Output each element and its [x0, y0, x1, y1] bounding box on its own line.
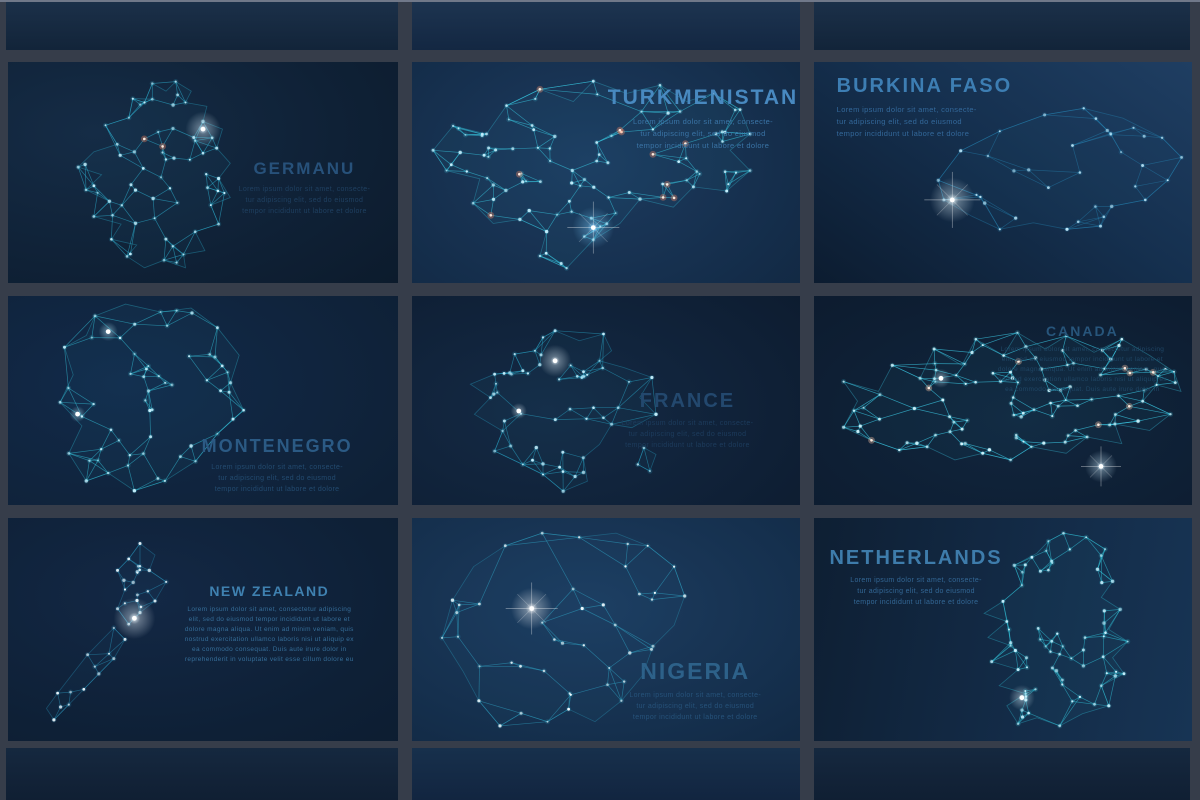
card-text-block: NETHERLANDS Lorem ipsum dolor sit amet, … [829, 547, 1003, 609]
country-title: NETHERLANDS [829, 546, 1003, 569]
card-text-block: MONTENEGRO Lorem ipsum dolor sit amet, c… [172, 436, 383, 496]
country-description: Lorem ipsum dolor sit amet, consecte- tu… [621, 420, 754, 449]
netherlands-network-map-graphic [983, 530, 1131, 729]
cropped-row-above [6, 2, 1194, 50]
cropped-card [6, 2, 398, 50]
card-text-block: NIGERIA Lorem ipsum dolor sit amet, cons… [602, 658, 788, 724]
country-description: Lorem ipsum dolor sit amet, consectetur … [184, 605, 354, 663]
map-card-new-zealand[interactable]: NEW ZEALAND Lorem ipsum dolor sit amet, … [8, 518, 398, 741]
france-network-map-graphic [469, 328, 659, 494]
card-text-block: GERMANU Lorem ipsum dolor sit amet, cons… [195, 159, 398, 218]
map-card-turkmenistan[interactable]: TURKMENISTAN Lorem ipsum dolor sit amet,… [412, 62, 800, 283]
country-title: CANADA [1046, 323, 1119, 340]
country-title: GERMANU [253, 159, 356, 179]
country-title: BURKINA FASO [836, 75, 1013, 98]
canada-network-map-graphic [841, 330, 1182, 487]
card-text-block: TURKMENISTAN Lorem ipsum dolor sit amet,… [579, 86, 800, 151]
new-zealand-network-map-graphic [45, 540, 169, 723]
cropped-card [412, 2, 800, 50]
country-title: FRANCE [639, 390, 736, 413]
montenegro-network-map-graphic [57, 303, 247, 494]
country-title: MONTENEGRO [201, 436, 353, 457]
burkina-faso-network-map-graphic [924, 105, 1185, 232]
cropped-card [412, 748, 800, 800]
germany-network-map-graphic [75, 79, 231, 269]
nigeria-network-map-graphic [439, 530, 688, 729]
country-title: TURKMENISTAN [607, 86, 799, 110]
country-title: NIGERIA [640, 658, 751, 685]
cropped-card [6, 748, 398, 800]
country-description: Lorem ipsum dolor sit amet, consecte- tu… [211, 464, 343, 493]
card-text-block: CANADA Lorem ipsum dolor sit amet, conse… [988, 323, 1177, 395]
map-card-netherlands[interactable]: NETHERLANDS Lorem ipsum dolor sit amet, … [814, 518, 1192, 741]
map-card-nigeria[interactable]: NIGERIA Lorem ipsum dolor sit amet, cons… [412, 518, 800, 741]
card-text-block: BURKINA FASO Lorem ipsum dolor sit amet,… [837, 75, 1064, 139]
country-description: Lorem ipsum dolor sit amet, consecte- tu… [850, 576, 982, 606]
map-card-burkina-faso[interactable]: BURKINA FASO Lorem ipsum dolor sit amet,… [814, 62, 1192, 283]
card-text-block: NEW ZEALAND Lorem ipsum dolor sit amet, … [156, 583, 382, 665]
country-description: Lorem ipsum dolor sit amet, consecte- tu… [836, 105, 977, 138]
cropped-card [814, 2, 1190, 50]
map-card-canada[interactable]: CANADA Lorem ipsum dolor sit amet, conse… [814, 296, 1192, 505]
cropped-card [814, 748, 1190, 800]
turkmenistan-network-map-graphic [430, 78, 753, 271]
cropped-row-below [6, 748, 1194, 800]
top-frame-line [0, 0, 1200, 2]
map-grid: GERMANU Lorem ipsum dolor sit amet, cons… [8, 62, 1192, 741]
card-text-block: FRANCE Lorem ipsum dolor sit amet, conse… [590, 390, 784, 452]
country-description: Lorem ipsum dolor sit amet, consecte- tu… [632, 117, 774, 150]
country-description: Lorem ipsum dolor sit amet, consectetur … [997, 346, 1167, 394]
country-description: Lorem ipsum dolor sit amet, consecte- tu… [238, 186, 371, 215]
map-card-france[interactable]: FRANCE Lorem ipsum dolor sit amet, conse… [412, 296, 800, 505]
country-description: Lorem ipsum dolor sit amet, consecte- tu… [629, 692, 762, 722]
map-card-montenegro[interactable]: MONTENEGRO Lorem ipsum dolor sit amet, c… [8, 296, 398, 505]
map-card-germany[interactable]: GERMANU Lorem ipsum dolor sit amet, cons… [8, 62, 398, 283]
country-title: NEW ZEALAND [209, 582, 330, 599]
